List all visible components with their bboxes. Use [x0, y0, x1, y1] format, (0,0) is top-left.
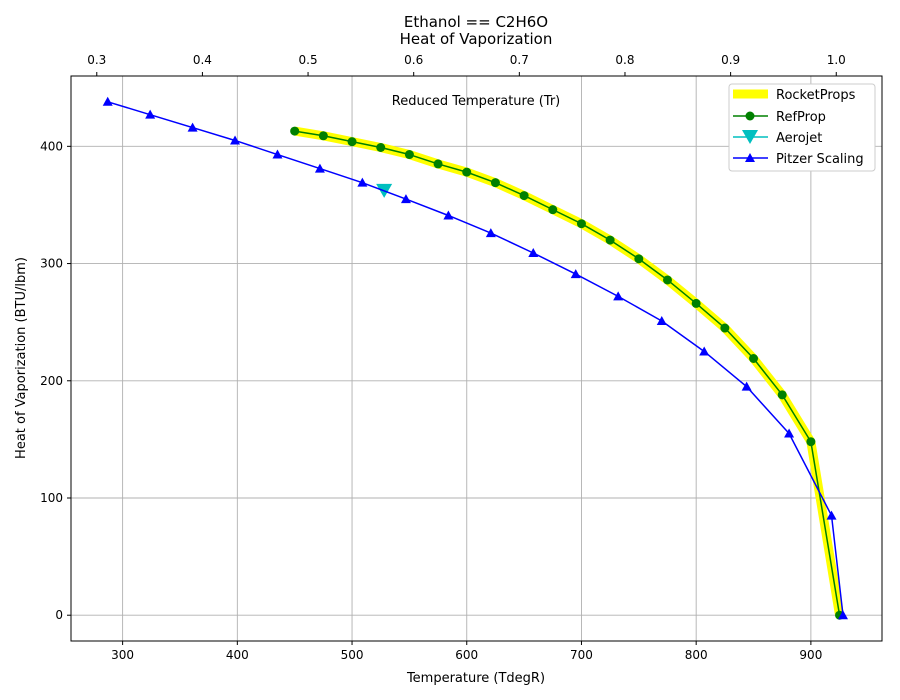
legend-label-aerojet: Aerojet: [776, 131, 822, 146]
x2-tick-label: 0.8: [615, 53, 634, 67]
refprop-point: [634, 254, 644, 264]
refprop-point: [548, 205, 558, 215]
refprop-point: [433, 159, 443, 169]
x-tick-label: 500: [341, 648, 364, 662]
top-axis-label: Reduced Temperature (Tr): [392, 94, 560, 109]
pitzer-point: [230, 135, 241, 145]
x-tick-label: 600: [455, 648, 478, 662]
pitzer-point: [443, 210, 454, 220]
x-tick-label: 400: [226, 648, 249, 662]
refprop-point: [576, 219, 586, 229]
y-tick-label: 400: [40, 139, 63, 153]
pitzer-point: [357, 177, 368, 187]
legend-label-rocketprops: RocketProps: [776, 88, 856, 103]
x-tick-label: 900: [799, 648, 822, 662]
x-tick-label: 800: [685, 648, 708, 662]
pitzer-point: [570, 269, 581, 279]
pitzer-point: [837, 610, 848, 620]
plot-frame: [70, 75, 883, 642]
x2-tick-label: 0.4: [193, 53, 212, 67]
x2-tick-label: 1.0: [827, 53, 846, 67]
refprop-point: [290, 126, 300, 136]
refprop-point: [490, 178, 500, 188]
x2-tick-label: 0.6: [404, 53, 423, 67]
legend-box: [728, 83, 876, 172]
legend-swatch-aerojet-marker: [742, 130, 758, 144]
pitzer-point: [656, 315, 667, 325]
chart-subtitle: Heat of Vaporization: [400, 30, 553, 48]
y-axis-label: Heat of Vaporization (BTU/lbm): [14, 257, 29, 459]
refprop-line: [294, 130, 841, 616]
refprop-point: [777, 390, 787, 400]
chart-title: Ethanol == C2H6O: [404, 13, 548, 31]
refprop-point: [347, 137, 357, 147]
y-tick-label: 300: [40, 257, 63, 271]
y-tick-label: 100: [40, 491, 63, 505]
x-tick-label: 300: [111, 648, 134, 662]
refprop-point: [462, 167, 472, 177]
x2-tick-label: 0.5: [299, 53, 318, 67]
pitzer-point: [613, 291, 624, 301]
legend-label-refprop: RefProp: [776, 110, 826, 125]
pitzer-point: [528, 248, 539, 258]
refprop-point: [691, 298, 701, 308]
pitzer-point: [741, 381, 752, 391]
x-axis-label: Temperature (TdegR): [406, 671, 545, 686]
legend-swatch-pitzer-marker: [745, 153, 755, 162]
legend-label-pitzer: Pitzer Scaling: [776, 152, 864, 167]
refprop-point: [605, 235, 615, 245]
x-tick-label: 700: [570, 648, 593, 662]
y-tick-label: 0: [55, 608, 63, 622]
refprop-point: [318, 131, 328, 141]
refprop-point: [662, 275, 672, 285]
refprop-point: [720, 323, 730, 333]
pitzer-point: [145, 109, 156, 119]
series-layer: [102, 96, 848, 620]
rocketprops-line: [293, 126, 844, 616]
refprop-point: [404, 150, 414, 160]
legend: RocketProps RefProp Aerojet Pitzer Scali…: [728, 83, 876, 172]
x2-tick-label: 0.9: [721, 53, 740, 67]
pitzer-point: [784, 428, 795, 438]
legend-swatch-refprop-marker: [745, 111, 755, 121]
y-tick-label: 200: [40, 374, 63, 388]
pitzer-point: [187, 122, 198, 132]
pitzer-point: [272, 149, 283, 159]
refprop-point: [749, 354, 759, 363]
grid: [71, 76, 882, 641]
pitzer-point: [314, 163, 325, 173]
pitzer-point: [102, 96, 113, 106]
refprop-point: [376, 143, 386, 153]
pitzer-point: [485, 228, 496, 238]
refprop-point: [519, 191, 529, 201]
pitzer-point: [826, 510, 837, 520]
pitzer-point: [699, 346, 710, 356]
x2-tick-label: 0.7: [510, 53, 529, 67]
x2-tick-label: 0.3: [87, 53, 106, 67]
refprop-point: [806, 437, 816, 447]
axes: 300 400 500 600 700 800 900 0 100 200 300 400 0.3 0.4…: [40, 53, 846, 662]
pitzer-point: [400, 194, 411, 204]
